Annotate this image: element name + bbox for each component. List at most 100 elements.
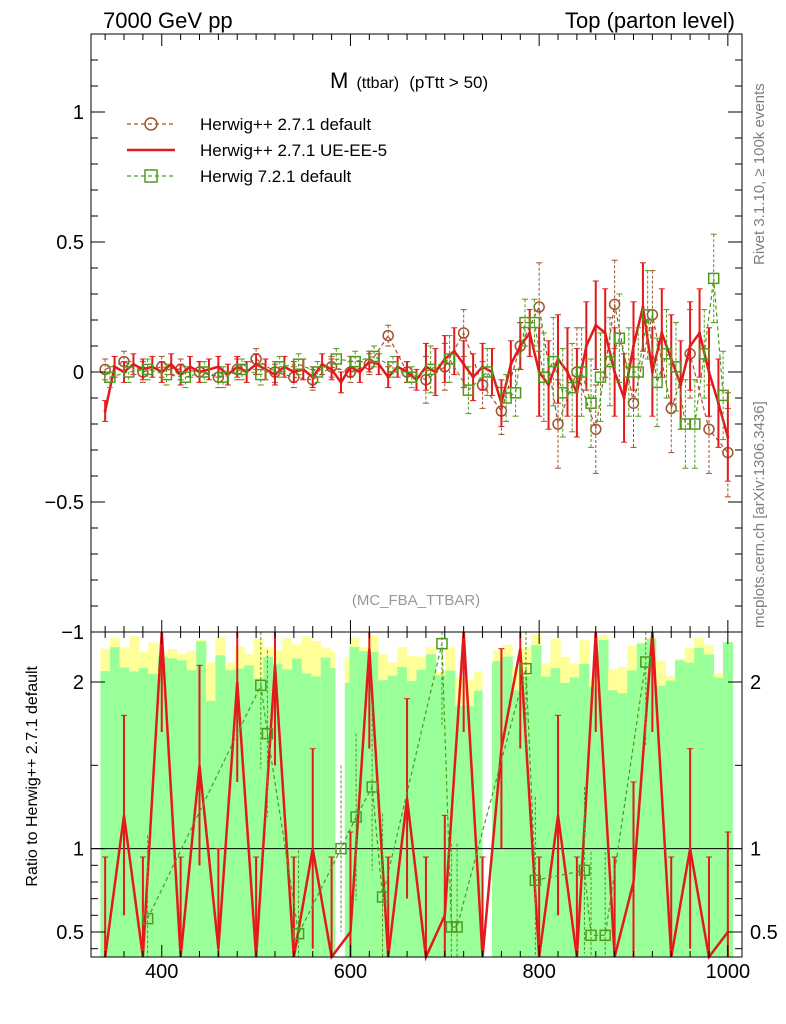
- y-tick-label: 1: [73, 102, 84, 124]
- ratio-point: [376, 891, 389, 903]
- data-point: [358, 370, 362, 374]
- uncertainty-band-inner: [387, 675, 398, 957]
- y-tick-label: 0.5: [56, 922, 84, 944]
- data-point: [613, 370, 617, 374]
- ratio-point: [436, 637, 448, 650]
- uncertainty-band-inner: [646, 638, 657, 957]
- data-point: [311, 366, 324, 378]
- data-point: [406, 371, 418, 383]
- data-point: [632, 366, 644, 378]
- data-point: [717, 389, 729, 402]
- ratio-plot-area: [91, 631, 742, 962]
- uncertainty-band-inner: [397, 666, 408, 957]
- data-point: [509, 362, 513, 366]
- data-point: [113, 365, 117, 369]
- uncertainty-band-inner: [541, 676, 552, 957]
- uncertainty-band-inner: [186, 670, 197, 957]
- uncertainty-band-inner: [569, 677, 580, 957]
- data-point: [273, 361, 286, 373]
- uncertainty-band-inner: [301, 673, 312, 957]
- y-tick-label: −1: [61, 622, 84, 644]
- ratio-point: [366, 781, 378, 793]
- data-point: [575, 366, 588, 378]
- uncertainty-band-inner: [531, 645, 542, 957]
- data-point: [103, 409, 107, 413]
- uncertainty-band-inner: [291, 658, 303, 957]
- data-point: [188, 365, 192, 369]
- uncertainty-band-inner: [655, 685, 667, 957]
- x-tick-label: 1000: [706, 961, 751, 983]
- uncertainty-band-inner: [368, 651, 379, 957]
- data-point: [698, 331, 702, 335]
- data-point: [660, 331, 664, 335]
- uncertainty-band-inner: [550, 668, 561, 957]
- ratio-point: [640, 656, 652, 668]
- data-point: [122, 366, 135, 378]
- uncertainty-band-inner: [148, 673, 159, 957]
- data-point: [330, 367, 334, 371]
- mcplots-label: mcplots.cern.ch [arXiv:1306.3436]: [751, 401, 768, 628]
- uncertainty-band-inner: [320, 657, 331, 957]
- ratio-line: [103, 631, 729, 962]
- data-point: [528, 316, 541, 329]
- y-tick-label: 2: [750, 672, 761, 694]
- data-point: [622, 396, 626, 400]
- data-point: [179, 371, 192, 383]
- data-point: [632, 344, 635, 348]
- data-point: [255, 368, 267, 381]
- main-panel: −1 −0.5 0 0.5 1 M (ttbar) (pTtt > 50) (MC_FB…: [45, 33, 743, 644]
- band-gap: [335, 633, 345, 957]
- ratio-point: [350, 811, 362, 823]
- data-point: [387, 361, 399, 373]
- data-point: [518, 344, 522, 348]
- uncertainty-band-inner: [598, 639, 609, 957]
- data-point: [670, 361, 682, 373]
- uncertainty-band-inner: [177, 660, 188, 957]
- data-point: [688, 344, 692, 348]
- ratio-panel-frame: [90, 631, 743, 958]
- data-point: [386, 375, 390, 379]
- data-point: [462, 384, 475, 396]
- ratio-point: [529, 874, 542, 887]
- plot-title: M (ttbar) (pTtt > 50): [330, 68, 488, 93]
- data-point: [349, 355, 361, 368]
- uncertainty-band-inner: [588, 686, 599, 957]
- uncertainty-band-inner: [464, 706, 475, 957]
- data-point: [716, 401, 720, 405]
- uncertainty-band-inner: [521, 676, 532, 957]
- ratio-y-axis-label: Ratio to Herwig++ 2.7.1 default: [24, 665, 41, 886]
- ratio-point: [451, 921, 463, 933]
- uncertainty-band-inner: [617, 693, 628, 957]
- uncertainty-band-inner: [512, 690, 523, 957]
- data-point: [481, 366, 494, 378]
- uncertainty-band-inner: [224, 670, 236, 957]
- uncertainty-band-inner: [722, 642, 734, 957]
- data-point: [217, 371, 229, 383]
- y-tick-label: 0.5: [56, 232, 84, 254]
- uncertainty-band-inner: [339, 682, 350, 957]
- y-tick-label: 2: [73, 672, 84, 694]
- ratio-series-1: [141, 632, 652, 957]
- y-tick-label: −0.5: [45, 492, 84, 514]
- x-tick-label: 400: [145, 961, 178, 983]
- data-point: [604, 355, 616, 368]
- uncertainty-band-inner: [445, 670, 456, 957]
- data-point: [131, 362, 135, 366]
- data-point: [528, 331, 532, 335]
- uncertainty-band-inner: [129, 671, 140, 957]
- data-point: [594, 323, 598, 327]
- uncertainty-band-inner: [703, 654, 714, 957]
- data-point: [471, 375, 475, 379]
- legend-label-herwigpp-ueee5: Herwig++ 2.7.1 UE-EE-5: [200, 141, 387, 160]
- uncertainty-band-inner: [378, 680, 389, 957]
- data-point: [292, 370, 296, 374]
- data-point: [603, 331, 607, 335]
- ratio-series-0: [102, 631, 731, 962]
- uncertainty-band-inner: [435, 675, 446, 957]
- data-point: [424, 363, 437, 376]
- data-point: [236, 363, 248, 376]
- uncertainty-band-inner: [608, 690, 619, 957]
- data-point: [689, 418, 701, 430]
- uncertainty-band-inner: [454, 705, 465, 957]
- uncertainty-band-inner: [234, 668, 245, 957]
